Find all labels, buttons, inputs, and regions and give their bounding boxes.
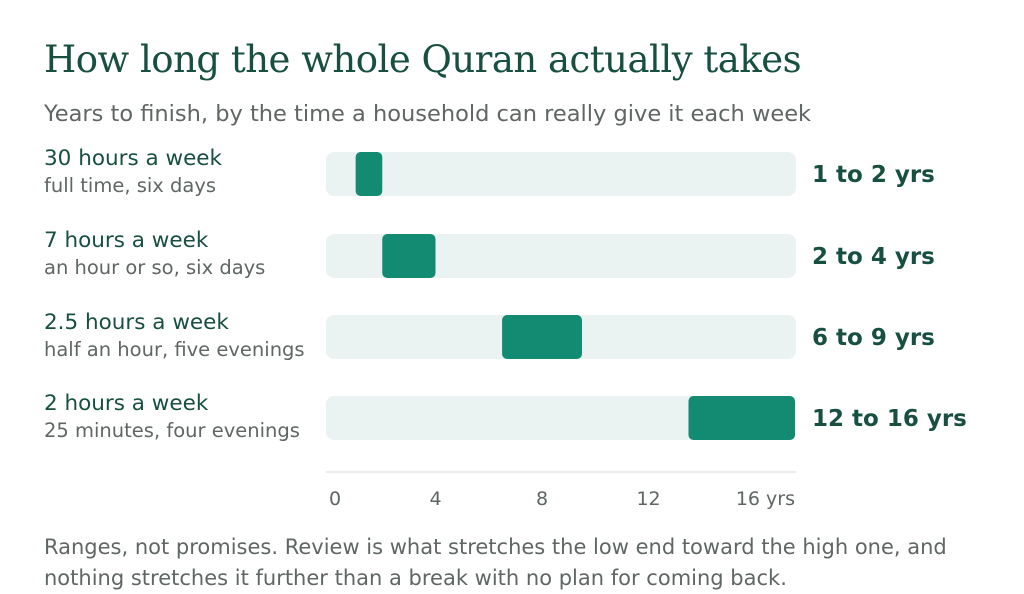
row-label-sub: half an hour, five evenings — [44, 338, 305, 361]
footnote: Ranges, not promises. Review is what str… — [44, 535, 947, 590]
range-bar — [688, 396, 795, 440]
row-label-2-5-hours: 2.5 hours a week half an hour, five even… — [44, 309, 305, 363]
x-tick-label: 8 — [536, 488, 548, 510]
range-label-row-2: 2 to 4 yrs — [812, 244, 935, 270]
x-tick-label: 0 — [329, 488, 341, 510]
chart-title: How long the whole Quran actually takes — [44, 38, 802, 81]
row-label-main: 30 hours a week — [44, 146, 222, 171]
row-label-7-hours: 7 hours a week an hour or so, six days — [44, 227, 265, 281]
row-label-sub: full time, six days — [44, 174, 217, 197]
range-chart: 0 4 8 12 16 yrs — [326, 152, 796, 510]
bar-track — [326, 234, 796, 278]
row-label-2-hours: 2 hours a week 25 minutes, four evenings — [44, 390, 300, 444]
bar-track — [326, 396, 796, 440]
range-label-row-4: 12 to 16 yrs — [812, 406, 967, 432]
row-label-main: 7 hours a week — [44, 228, 209, 253]
x-tick-label: 16 yrs — [736, 488, 795, 510]
row-label-sub: an hour or so, six days — [44, 256, 266, 279]
x-tick-label: 12 — [636, 488, 660, 510]
range-bar — [382, 234, 436, 278]
row-label-main: 2 hours a week — [44, 391, 209, 416]
range-bar — [355, 152, 383, 196]
chart-subtitle: Years to finish, by the time a household… — [44, 101, 812, 127]
bar-track — [326, 152, 796, 196]
row-label-sub: 25 minutes, four evenings — [44, 419, 300, 442]
row-label-main: 2.5 hours a week — [44, 310, 229, 335]
range-bar — [502, 315, 582, 359]
row-label-30-hours: 30 hours a week full time, six days — [44, 145, 222, 199]
range-label-row-1: 1 to 2 yrs — [812, 162, 935, 188]
range-label-row-3: 6 to 9 yrs — [812, 325, 935, 351]
x-tick-label: 4 — [429, 488, 441, 510]
